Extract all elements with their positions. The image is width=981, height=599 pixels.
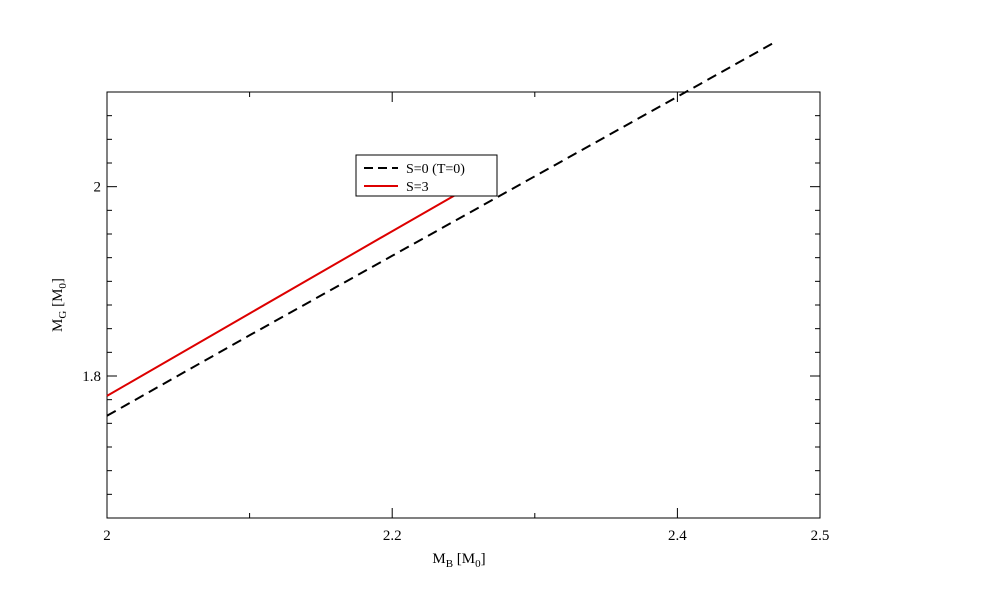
legend: S=0 (T=0) S=3 <box>355 154 498 197</box>
y-axis-label: MG [M0] <box>50 278 69 332</box>
svg-text:MB [M0]: MB [M0] <box>432 551 485 570</box>
x-tick-label: 2.2 <box>383 528 402 544</box>
x-tick-label: 2 <box>103 528 111 544</box>
series-line-0 <box>106 40 778 417</box>
x-tick-label: 2.5 <box>811 528 830 544</box>
svg-text:MG [M0]: MG [M0] <box>50 278 69 332</box>
series-lines <box>106 40 778 417</box>
y-tick-label: 1.8 <box>82 369 101 385</box>
legend-label-s3: S=3 <box>406 180 429 195</box>
x-axis-label-unit-sub: 0 <box>475 558 481 570</box>
y-axis-label-unit: M <box>50 289 66 302</box>
x-axis-label: MB [M0] <box>432 551 485 570</box>
y-axis-label-unit-sub: 0 <box>57 283 69 289</box>
series-line-1 <box>106 170 497 397</box>
tick-labels: 2 2.2 2.4 2.5 1.8 2 <box>82 180 829 544</box>
x-axis-label-sub: B <box>446 558 453 570</box>
x-tick-label: 2.4 <box>668 528 687 544</box>
legend-box <box>355 154 498 197</box>
axis-ticks <box>106 92 821 518</box>
legend-label-s0: S=0 (T=0) <box>406 162 465 177</box>
y-axis-label-main: M <box>50 319 66 332</box>
y-tick-label: 2 <box>94 180 102 196</box>
x-axis-label-main: M <box>432 551 445 567</box>
y-axis-label-sub: G <box>57 311 69 319</box>
x-axis-label-unit: M <box>462 551 475 567</box>
